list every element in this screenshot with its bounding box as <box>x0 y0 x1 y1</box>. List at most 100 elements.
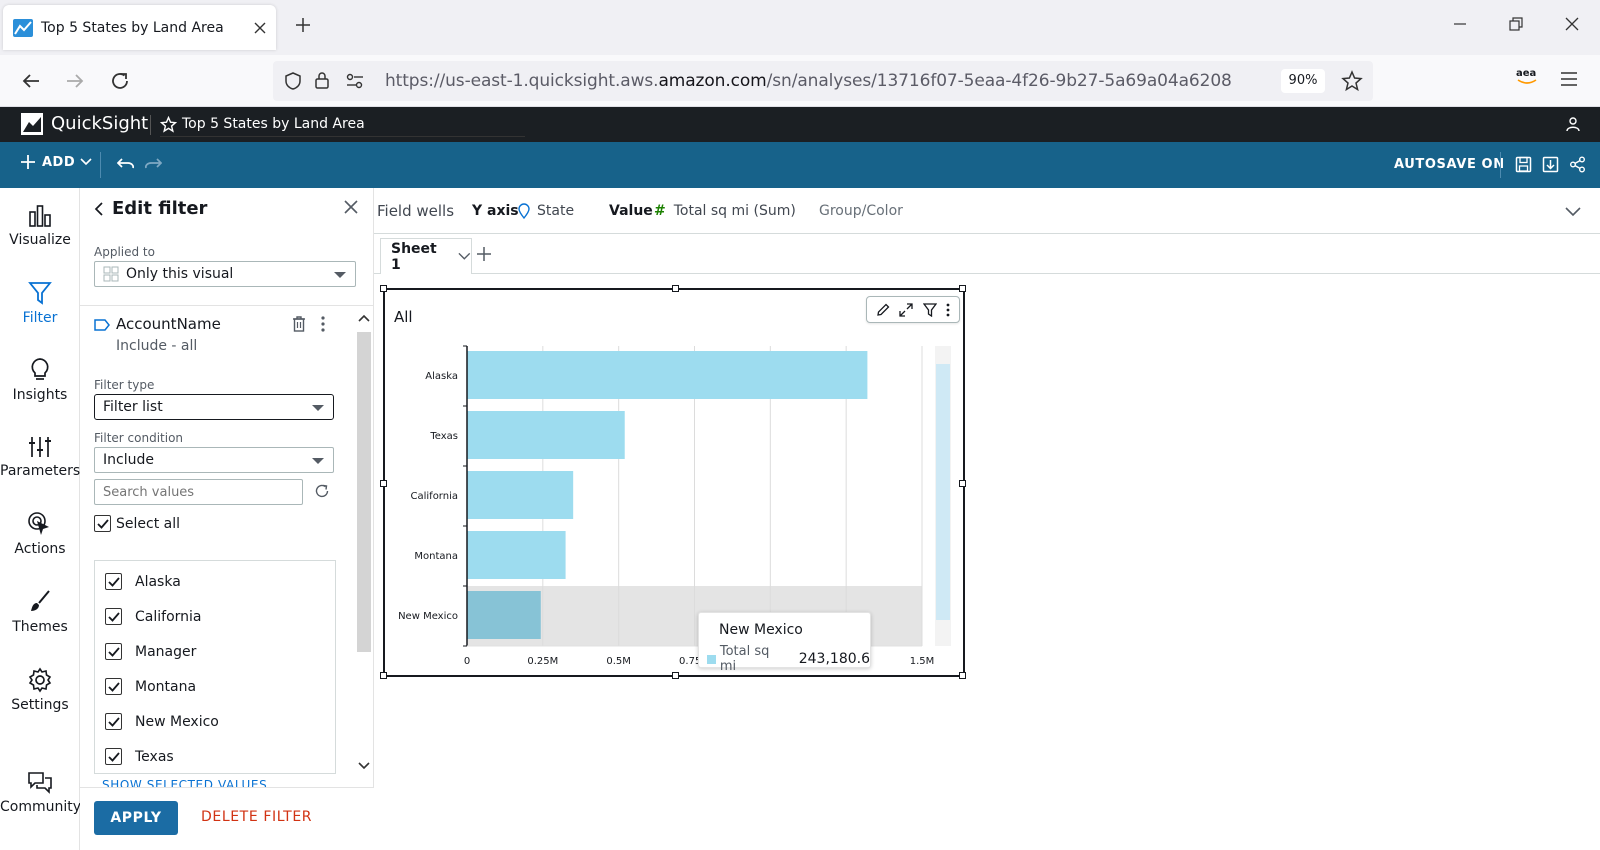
delete-filter-button[interactable]: DELETE FILTER <box>201 809 313 825</box>
tab-sheet-1[interactable]: Sheet 1 <box>380 238 472 274</box>
resize-handle[interactable] <box>380 480 387 487</box>
rail-item-insights[interactable]: Insights <box>0 357 80 403</box>
add-button[interactable]: ADD <box>20 154 92 170</box>
applied-to-select[interactable]: Only this visual <box>94 261 356 287</box>
filter-field-name[interactable]: AccountName <box>116 315 221 333</box>
restore-icon[interactable] <box>1508 16 1524 32</box>
filter-values-list: Alaska California Manager Montana New Mexico… <box>94 560 336 774</box>
autosave-status[interactable]: AUTOSAVE ON <box>1394 157 1505 172</box>
y-tick-label: Texas <box>429 431 458 442</box>
show-selected-values-link[interactable]: SHOW SELECTED VALUES <box>102 778 268 787</box>
zoom-level[interactable]: 90% <box>1281 69 1325 93</box>
close-tab-icon[interactable] <box>254 22 266 34</box>
resize-handle[interactable] <box>672 672 679 679</box>
resize-handle[interactable] <box>672 285 679 292</box>
select-all-checkbox[interactable]: Select all <box>94 515 180 532</box>
filter-icon[interactable] <box>922 302 937 317</box>
chevron-down-icon <box>458 252 471 260</box>
rail-item-themes[interactable]: Themes <box>0 589 80 635</box>
resize-handle[interactable] <box>959 480 966 487</box>
tooltip-row: Total sq mi 243,180.6 <box>707 644 870 674</box>
panel-scrollbar[interactable] <box>354 312 374 782</box>
bar-chart[interactable]: 00.25M0.5M0.75M1M1.25M1.5MAlaskaTexasCal… <box>385 290 960 675</box>
chevron-down-icon[interactable] <box>1565 207 1581 217</box>
filter-value-row[interactable]: New Mexico <box>95 704 335 739</box>
more-vertical-icon[interactable] <box>946 303 950 317</box>
close-icon[interactable] <box>344 200 358 214</box>
dropdown-caret-icon <box>312 458 324 464</box>
share-icon[interactable] <box>1569 156 1586 173</box>
rail-item-parameters[interactable]: Parameters <box>0 435 80 479</box>
search-values-input[interactable] <box>94 479 303 505</box>
user-icon[interactable] <box>1565 116 1581 132</box>
filter-type-select[interactable]: Filter list <box>94 394 334 420</box>
rail-item-actions[interactable]: Actions <box>0 511 80 557</box>
resize-handle[interactable] <box>959 672 966 679</box>
forward-icon[interactable] <box>64 70 86 92</box>
analysis-title[interactable]: Top 5 States by Land Area <box>182 116 365 132</box>
bar <box>467 591 541 639</box>
y-axis-field[interactable]: State <box>518 203 574 219</box>
undo-icon[interactable] <box>117 157 135 171</box>
filter-value-row[interactable]: Montana <box>95 669 335 704</box>
address-bar[interactable]: https://us-east-1.quicksight.aws.amazon.… <box>273 61 1373 101</box>
chat-icon <box>0 771 80 795</box>
value-field[interactable]: # Total sq mi (Sum) <box>654 203 796 219</box>
rail-item-visualize[interactable]: Visualize <box>0 204 80 248</box>
group-color-label[interactable]: Group/Color <box>819 203 903 219</box>
app-name[interactable]: QuickSight <box>51 113 149 134</box>
filter-value-row[interactable]: Texas <box>95 739 335 773</box>
resize-handle[interactable] <box>959 285 966 292</box>
quicksight-favicon-icon <box>13 18 33 37</box>
field-wells-bar[interactable]: Field wells Y axis State Value # Total s… <box>374 188 1600 234</box>
filter-value-row[interactable]: Alaska <box>95 564 335 599</box>
new-tab-icon[interactable] <box>294 16 312 34</box>
sheet-canvas[interactable]: All 00.25M0.5M0.75M1M1.25M1.5MAlaskaTexa… <box>374 274 1600 850</box>
rail-label: Community <box>0 799 82 815</box>
quicksight-logo-icon[interactable] <box>21 113 43 135</box>
save-icon[interactable] <box>1515 156 1532 173</box>
redo-icon[interactable] <box>144 157 162 171</box>
expand-icon[interactable] <box>899 302 913 317</box>
toolbar-divider <box>100 152 101 178</box>
trash-icon[interactable] <box>292 316 306 332</box>
add-sheet-icon[interactable] <box>476 246 492 262</box>
resize-handle[interactable] <box>380 672 387 679</box>
favorite-star-icon[interactable] <box>160 116 177 133</box>
more-vertical-icon[interactable] <box>320 316 326 332</box>
rail-item-settings[interactable]: Settings <box>0 667 80 713</box>
rail-label: Settings <box>11 697 69 713</box>
scrollbar-thumb[interactable] <box>357 332 371 652</box>
rail-item-community[interactable]: Community <box>0 771 82 815</box>
lock-icon[interactable] <box>313 70 331 90</box>
browser-tab[interactable]: Top 5 States by Land Area <box>3 5 276 50</box>
tooltip-title: New Mexico <box>719 622 803 638</box>
filter-value-label: California <box>135 608 202 625</box>
close-window-icon[interactable] <box>1564 16 1580 32</box>
bookmark-star-icon[interactable] <box>1341 70 1363 92</box>
shield-icon[interactable] <box>283 71 303 91</box>
rail-item-filter[interactable]: Filter <box>0 280 80 326</box>
bar-chart-visual[interactable]: All 00.25M0.5M0.75M1M1.25M1.5MAlaskaTexa… <box>380 285 966 679</box>
refresh-icon[interactable] <box>314 483 330 499</box>
visual-title[interactable]: All <box>394 308 413 326</box>
filter-value-label: Montana <box>135 678 197 695</box>
apply-button[interactable]: APPLY <box>94 801 178 835</box>
filter-value-row[interactable]: California <box>95 599 335 634</box>
resize-handle[interactable] <box>380 285 387 292</box>
reload-icon[interactable] <box>109 70 131 92</box>
panel-header: Edit filter <box>94 198 207 219</box>
minimize-icon[interactable] <box>1452 16 1468 32</box>
url-text[interactable]: https://us-east-1.quicksight.aws.amazon.… <box>385 71 1232 91</box>
menu-icon[interactable] <box>1560 71 1578 87</box>
profile-badge[interactable]: aea <box>1516 68 1538 85</box>
chevron-left-icon[interactable] <box>94 201 104 217</box>
export-icon[interactable] <box>1542 156 1559 173</box>
filter-condition-select[interactable]: Include <box>94 447 334 473</box>
value-label: Value <box>609 203 653 219</box>
back-icon[interactable] <box>20 70 42 92</box>
permissions-icon[interactable] <box>345 72 365 90</box>
scroll-up-icon <box>358 314 370 322</box>
edit-pencil-icon[interactable] <box>876 303 890 317</box>
filter-value-row[interactable]: Manager <box>95 634 335 669</box>
